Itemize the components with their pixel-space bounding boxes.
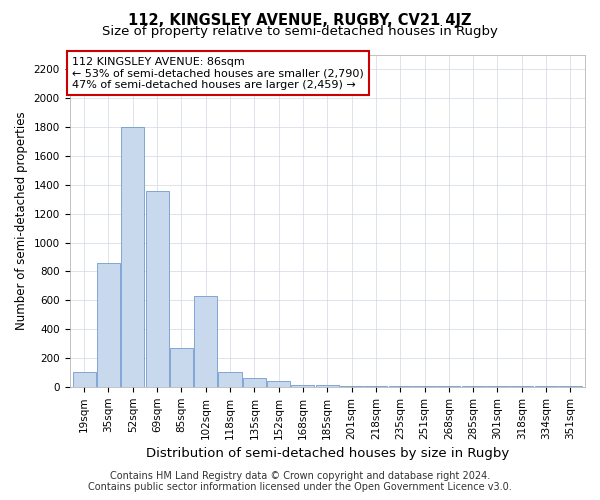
Bar	[461, 386, 485, 387]
Bar	[437, 386, 460, 387]
Bar	[170, 348, 193, 387]
Bar	[389, 386, 412, 387]
Bar	[146, 190, 169, 387]
Bar	[486, 386, 509, 387]
Bar	[218, 372, 242, 387]
Bar	[243, 378, 266, 387]
Bar	[97, 262, 120, 387]
Bar	[559, 386, 582, 387]
Text: 112, KINGSLEY AVENUE, RUGBY, CV21 4JZ: 112, KINGSLEY AVENUE, RUGBY, CV21 4JZ	[128, 12, 472, 28]
Bar	[73, 372, 95, 387]
Bar	[413, 386, 436, 387]
Bar	[340, 386, 363, 387]
Bar	[364, 386, 388, 387]
Y-axis label: Number of semi-detached properties: Number of semi-detached properties	[15, 112, 28, 330]
Bar	[292, 386, 314, 387]
X-axis label: Distribution of semi-detached houses by size in Rugby: Distribution of semi-detached houses by …	[146, 447, 509, 460]
Bar	[194, 296, 217, 387]
Bar	[510, 386, 533, 387]
Bar	[316, 386, 339, 387]
Text: 112 KINGSLEY AVENUE: 86sqm
← 53% of semi-detached houses are smaller (2,790)
47%: 112 KINGSLEY AVENUE: 86sqm ← 53% of semi…	[72, 56, 364, 90]
Bar	[267, 381, 290, 387]
Bar	[121, 127, 144, 387]
Text: Contains HM Land Registry data © Crown copyright and database right 2024.
Contai: Contains HM Land Registry data © Crown c…	[88, 471, 512, 492]
Text: Size of property relative to semi-detached houses in Rugby: Size of property relative to semi-detach…	[102, 25, 498, 38]
Bar	[535, 386, 557, 387]
